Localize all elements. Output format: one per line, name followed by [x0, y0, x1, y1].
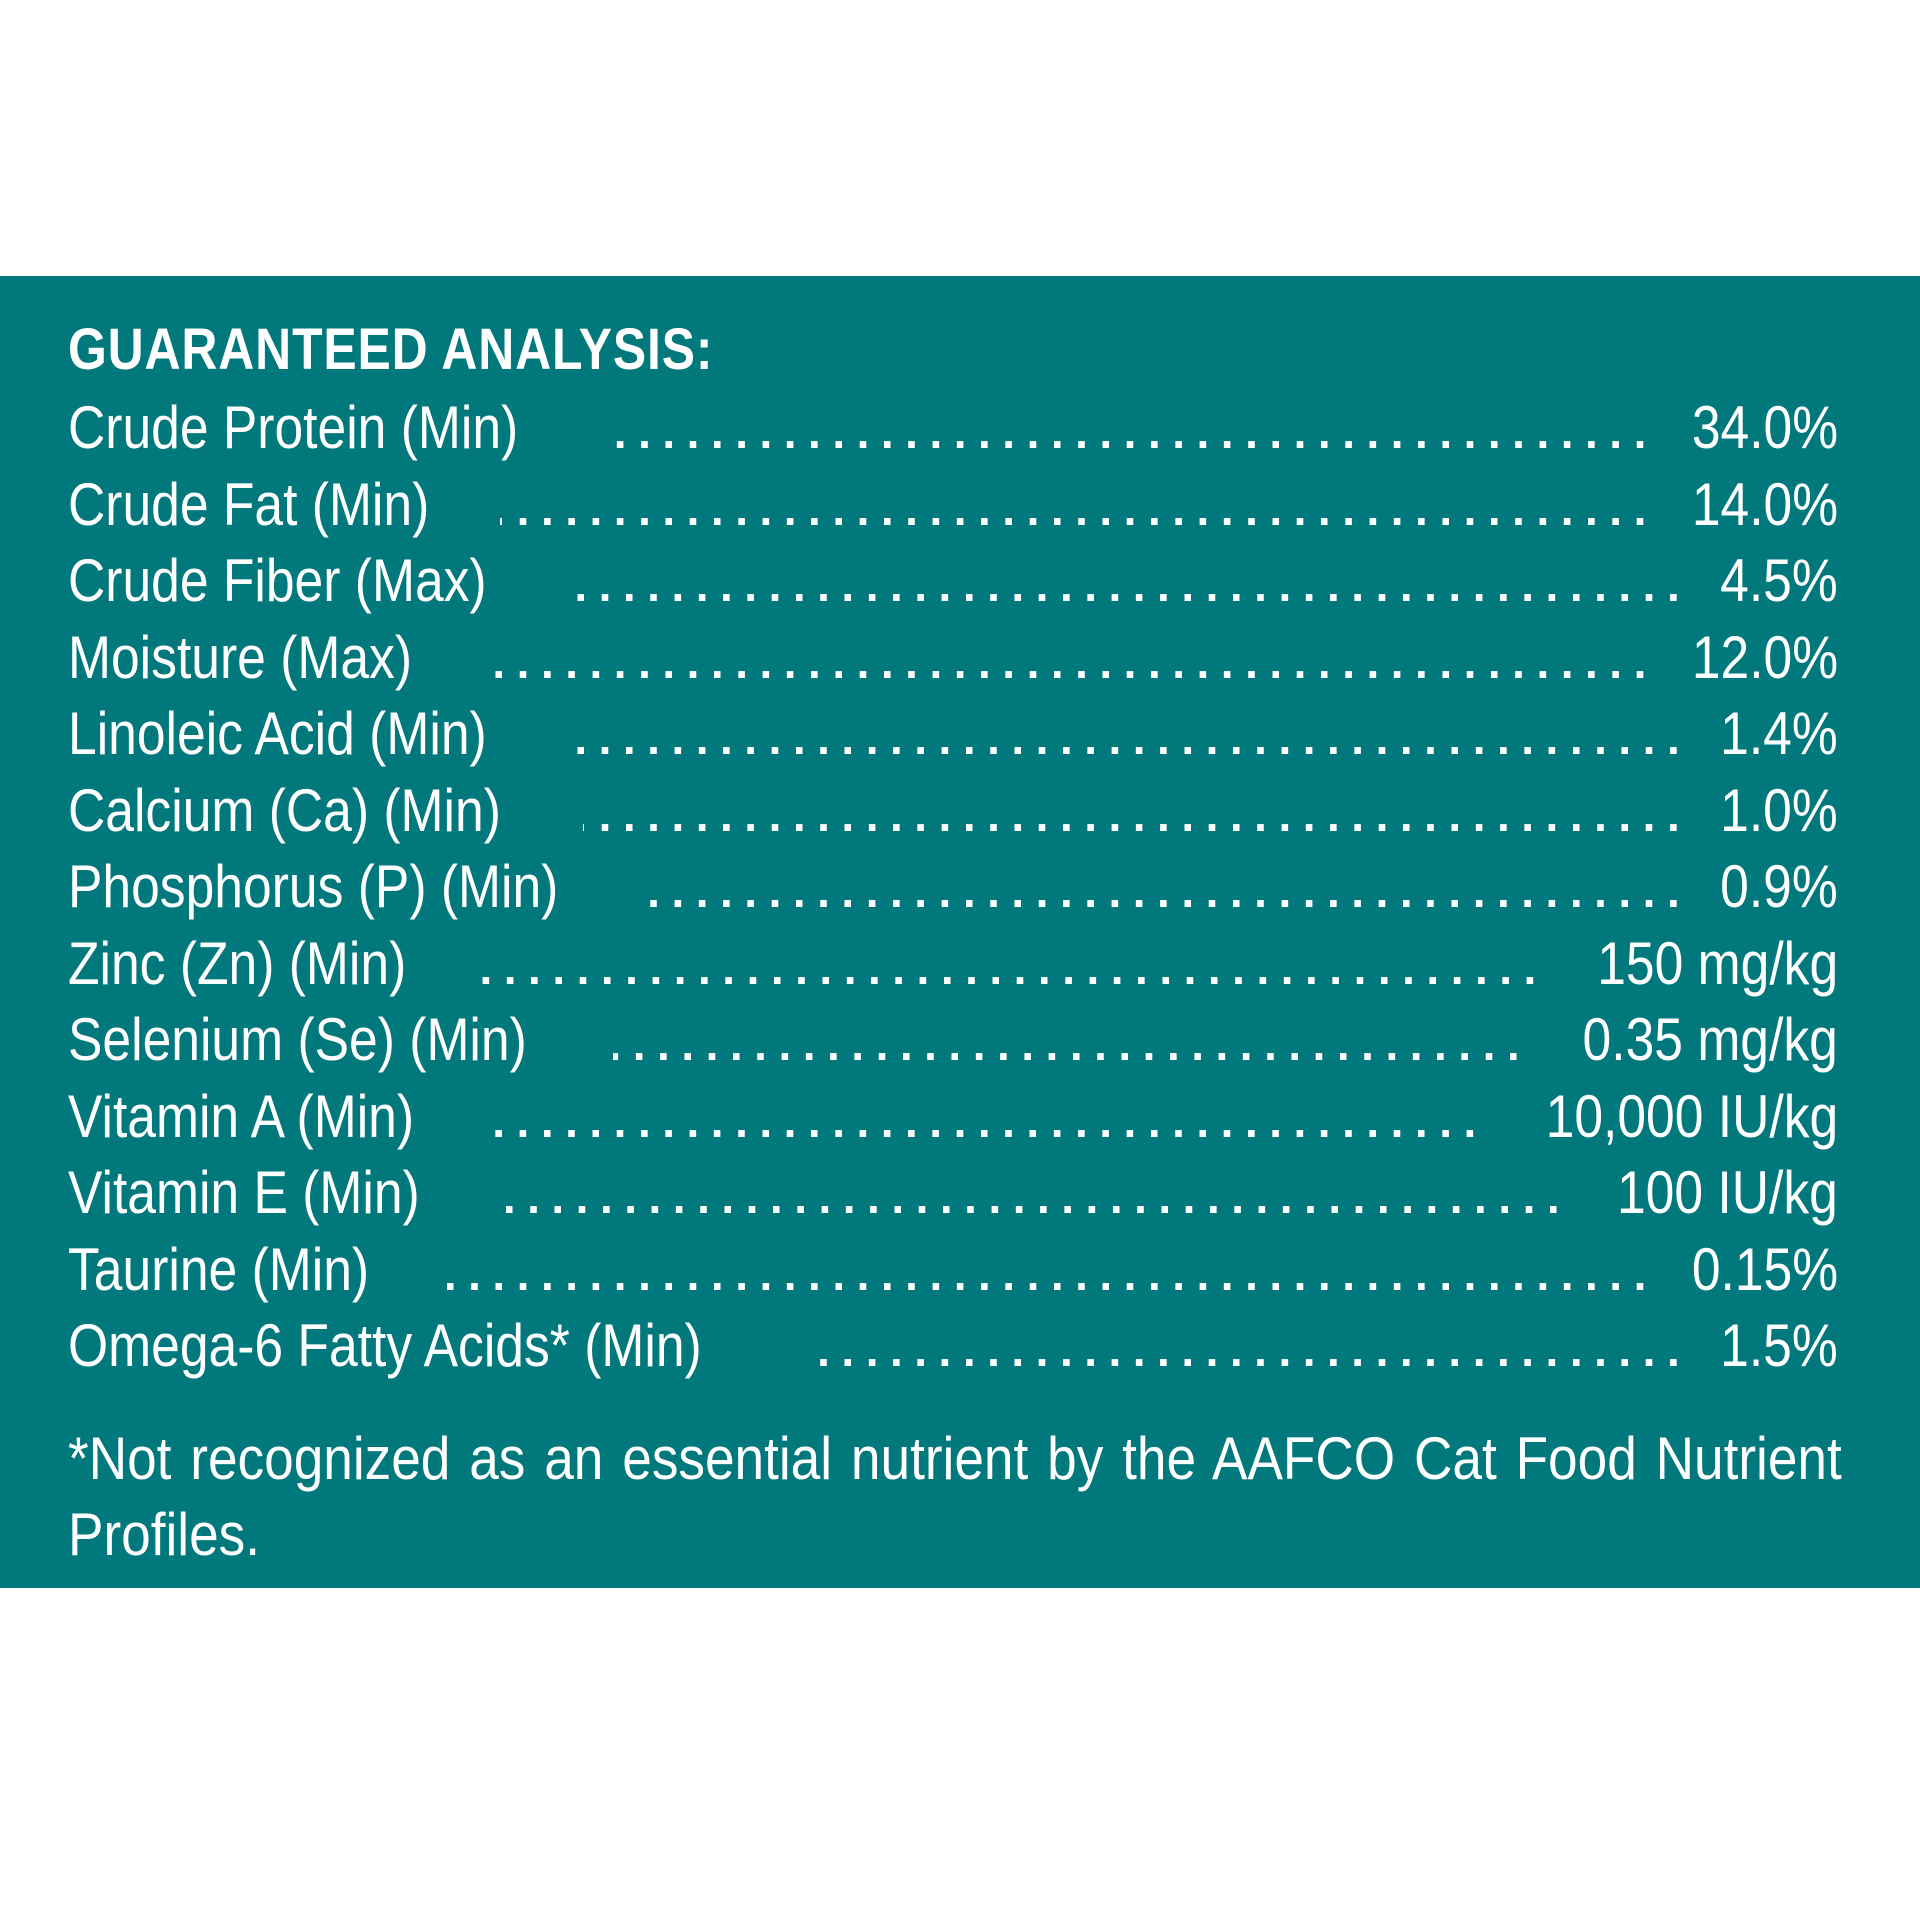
nutrient-label: Omega-6 Fatty Acids* (Min) — [68, 1312, 702, 1379]
nutrient-value: 0.35 mg/kg — [1582, 1006, 1838, 1073]
dot-leader: ........................................… — [473, 941, 1548, 994]
analysis-row: Moisture (Max) .........................… — [68, 620, 1838, 697]
nutrient-label: Crude Protein (Min) — [68, 394, 519, 461]
nutrient-label: Taurine (Min) — [68, 1235, 370, 1303]
dot-leader: ........................................… — [613, 1018, 1532, 1070]
analysis-row: Crude Fat (Min) ........................… — [68, 467, 1838, 544]
nutrient-value: 10,000 IU/kg — [1545, 1082, 1838, 1150]
analysis-row: Calcium (Ca) (Min) .....................… — [68, 773, 1838, 850]
dot-leader: ........................................… — [482, 1094, 1488, 1147]
dot-leader: ........................................… — [488, 1171, 1572, 1223]
dot-leader: ........................................… — [817, 1324, 1692, 1376]
dot-leader: ........................................… — [500, 482, 1658, 535]
analysis-row: Zinc (Zn) (Min) ........................… — [68, 926, 1838, 1003]
dot-leader: ........................................… — [567, 559, 1692, 611]
dot-leader: ........................................… — [604, 406, 1658, 458]
nutrient-label: Crude Fiber (Max) — [68, 547, 487, 614]
nutrient-label: Moisture (Max) — [68, 623, 413, 691]
nutrient-label: Linoleic Acid (Min) — [68, 700, 487, 767]
nutrient-value: 150 mg/kg — [1597, 929, 1838, 997]
analysis-list: Crude Protein (Min) ....................… — [68, 390, 1838, 1385]
dot-leader: ........................................… — [583, 788, 1692, 841]
nutrient-label: Calcium (Ca) (Min) — [68, 776, 501, 844]
nutrient-value: 34.0% — [1691, 394, 1838, 461]
nutrient-value: 4.5% — [1720, 547, 1838, 614]
nutrient-label: Zinc (Zn) (Min) — [68, 929, 407, 997]
nutrient-value: 1.5% — [1720, 1312, 1838, 1379]
nutrient-label: Selenium (Se) (Min) — [68, 1006, 527, 1073]
footnote: *Not recognized as an essential nutrient… — [68, 1424, 1842, 1568]
analysis-row: Selenium (Se) (Min) ....................… — [68, 1002, 1838, 1079]
nutrient-label: Vitamin E (Min) — [68, 1159, 420, 1226]
nutrient-label: Crude Fat (Min) — [68, 470, 430, 538]
nutrient-value: 1.4% — [1720, 700, 1838, 767]
nutrient-value: 12.0% — [1691, 623, 1838, 691]
analysis-row: Crude Fiber (Max) ......................… — [68, 543, 1838, 620]
analysis-row: Phosphorus (P) (Min) ...................… — [68, 849, 1838, 926]
dot-leader: ........................................… — [650, 865, 1692, 917]
analysis-row: Vitamin E (Min) ........................… — [68, 1155, 1838, 1232]
analysis-row: Linoleic Acid (Min) ....................… — [68, 696, 1838, 773]
dot-leader: ........................................… — [480, 635, 1658, 688]
analysis-row: Taurine (Min) ..........................… — [68, 1232, 1838, 1309]
nutrient-label: Phosphorus (P) (Min) — [68, 853, 559, 920]
analysis-row: Omega-6 Fatty Acids* (Min) .............… — [68, 1308, 1838, 1385]
nutrient-value: 14.0% — [1691, 470, 1838, 538]
guaranteed-analysis-panel: GUARANTEED ANALYSIS: Crude Protein (Min)… — [0, 276, 1920, 1588]
nutrient-label: Vitamin A (Min) — [68, 1082, 415, 1150]
analysis-row: Crude Protein (Min) ....................… — [68, 390, 1838, 467]
panel-heading: GUARANTEED ANALYSIS: — [68, 317, 714, 382]
dot-leader: ........................................… — [567, 712, 1692, 764]
nutrient-value: 100 IU/kg — [1617, 1159, 1838, 1226]
dot-leader: ........................................… — [430, 1247, 1658, 1300]
nutrient-value: 0.15% — [1691, 1235, 1838, 1303]
analysis-row: Vitamin A (Min) ........................… — [68, 1079, 1838, 1156]
nutrient-value: 0.9% — [1720, 853, 1838, 920]
nutrient-value: 1.0% — [1720, 776, 1838, 844]
